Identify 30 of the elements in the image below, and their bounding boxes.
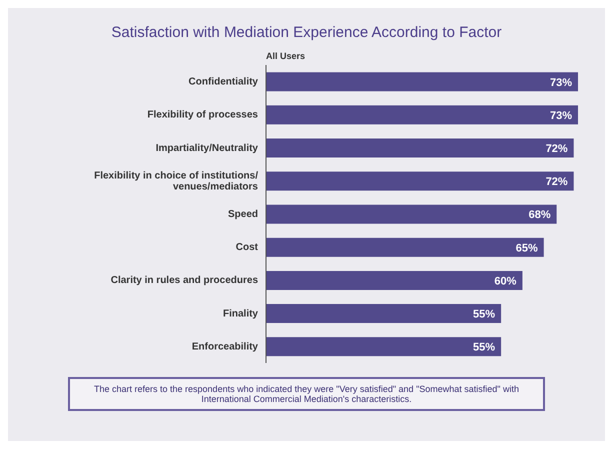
data-label: 72% <box>546 176 568 188</box>
y-tick-label: Cost <box>236 242 259 254</box>
y-tick-label: Impartiality/Neutrality <box>156 142 258 154</box>
y-tick-label: Finality <box>222 308 258 320</box>
data-label: 60% <box>494 275 517 288</box>
bar <box>266 238 544 257</box>
y-tick-label: Confidentiality <box>188 76 258 88</box>
series-label: All Users <box>266 51 306 61</box>
y-tick-label: Flexibility in choice of institutions/ venues/mediators <box>94 170 258 192</box>
data-label: 55% <box>473 342 496 354</box>
bar <box>266 105 578 124</box>
data-label: 68% <box>528 209 551 222</box>
bar <box>266 337 502 356</box>
y-tick-label: Speed <box>228 209 258 220</box>
bar <box>266 204 557 224</box>
data-label: 72% <box>546 143 568 156</box>
chart-title: Satisfaction with Mediation Experience According to Factor <box>110 23 503 41</box>
data-label: 73% <box>550 110 572 122</box>
bar <box>266 138 574 158</box>
bar <box>266 172 574 191</box>
y-tick-label: Enforceability <box>192 341 258 352</box>
bar <box>266 72 578 92</box>
data-label: 65% <box>516 242 538 254</box>
data-label: 55% <box>473 308 496 321</box>
bar <box>266 304 502 324</box>
data-label: 73% <box>550 76 572 89</box>
text: The chart refers to the respondents who indicated they were "Very satisfied" and "Somewhat satisfied" with International Commercial Mediation's characteristics. <box>68 377 545 411</box>
bar <box>266 270 522 290</box>
y-tick-label: Clarity in rules and procedures <box>110 275 258 286</box>
y-tick-label: Flexibility of processes <box>147 110 258 121</box>
